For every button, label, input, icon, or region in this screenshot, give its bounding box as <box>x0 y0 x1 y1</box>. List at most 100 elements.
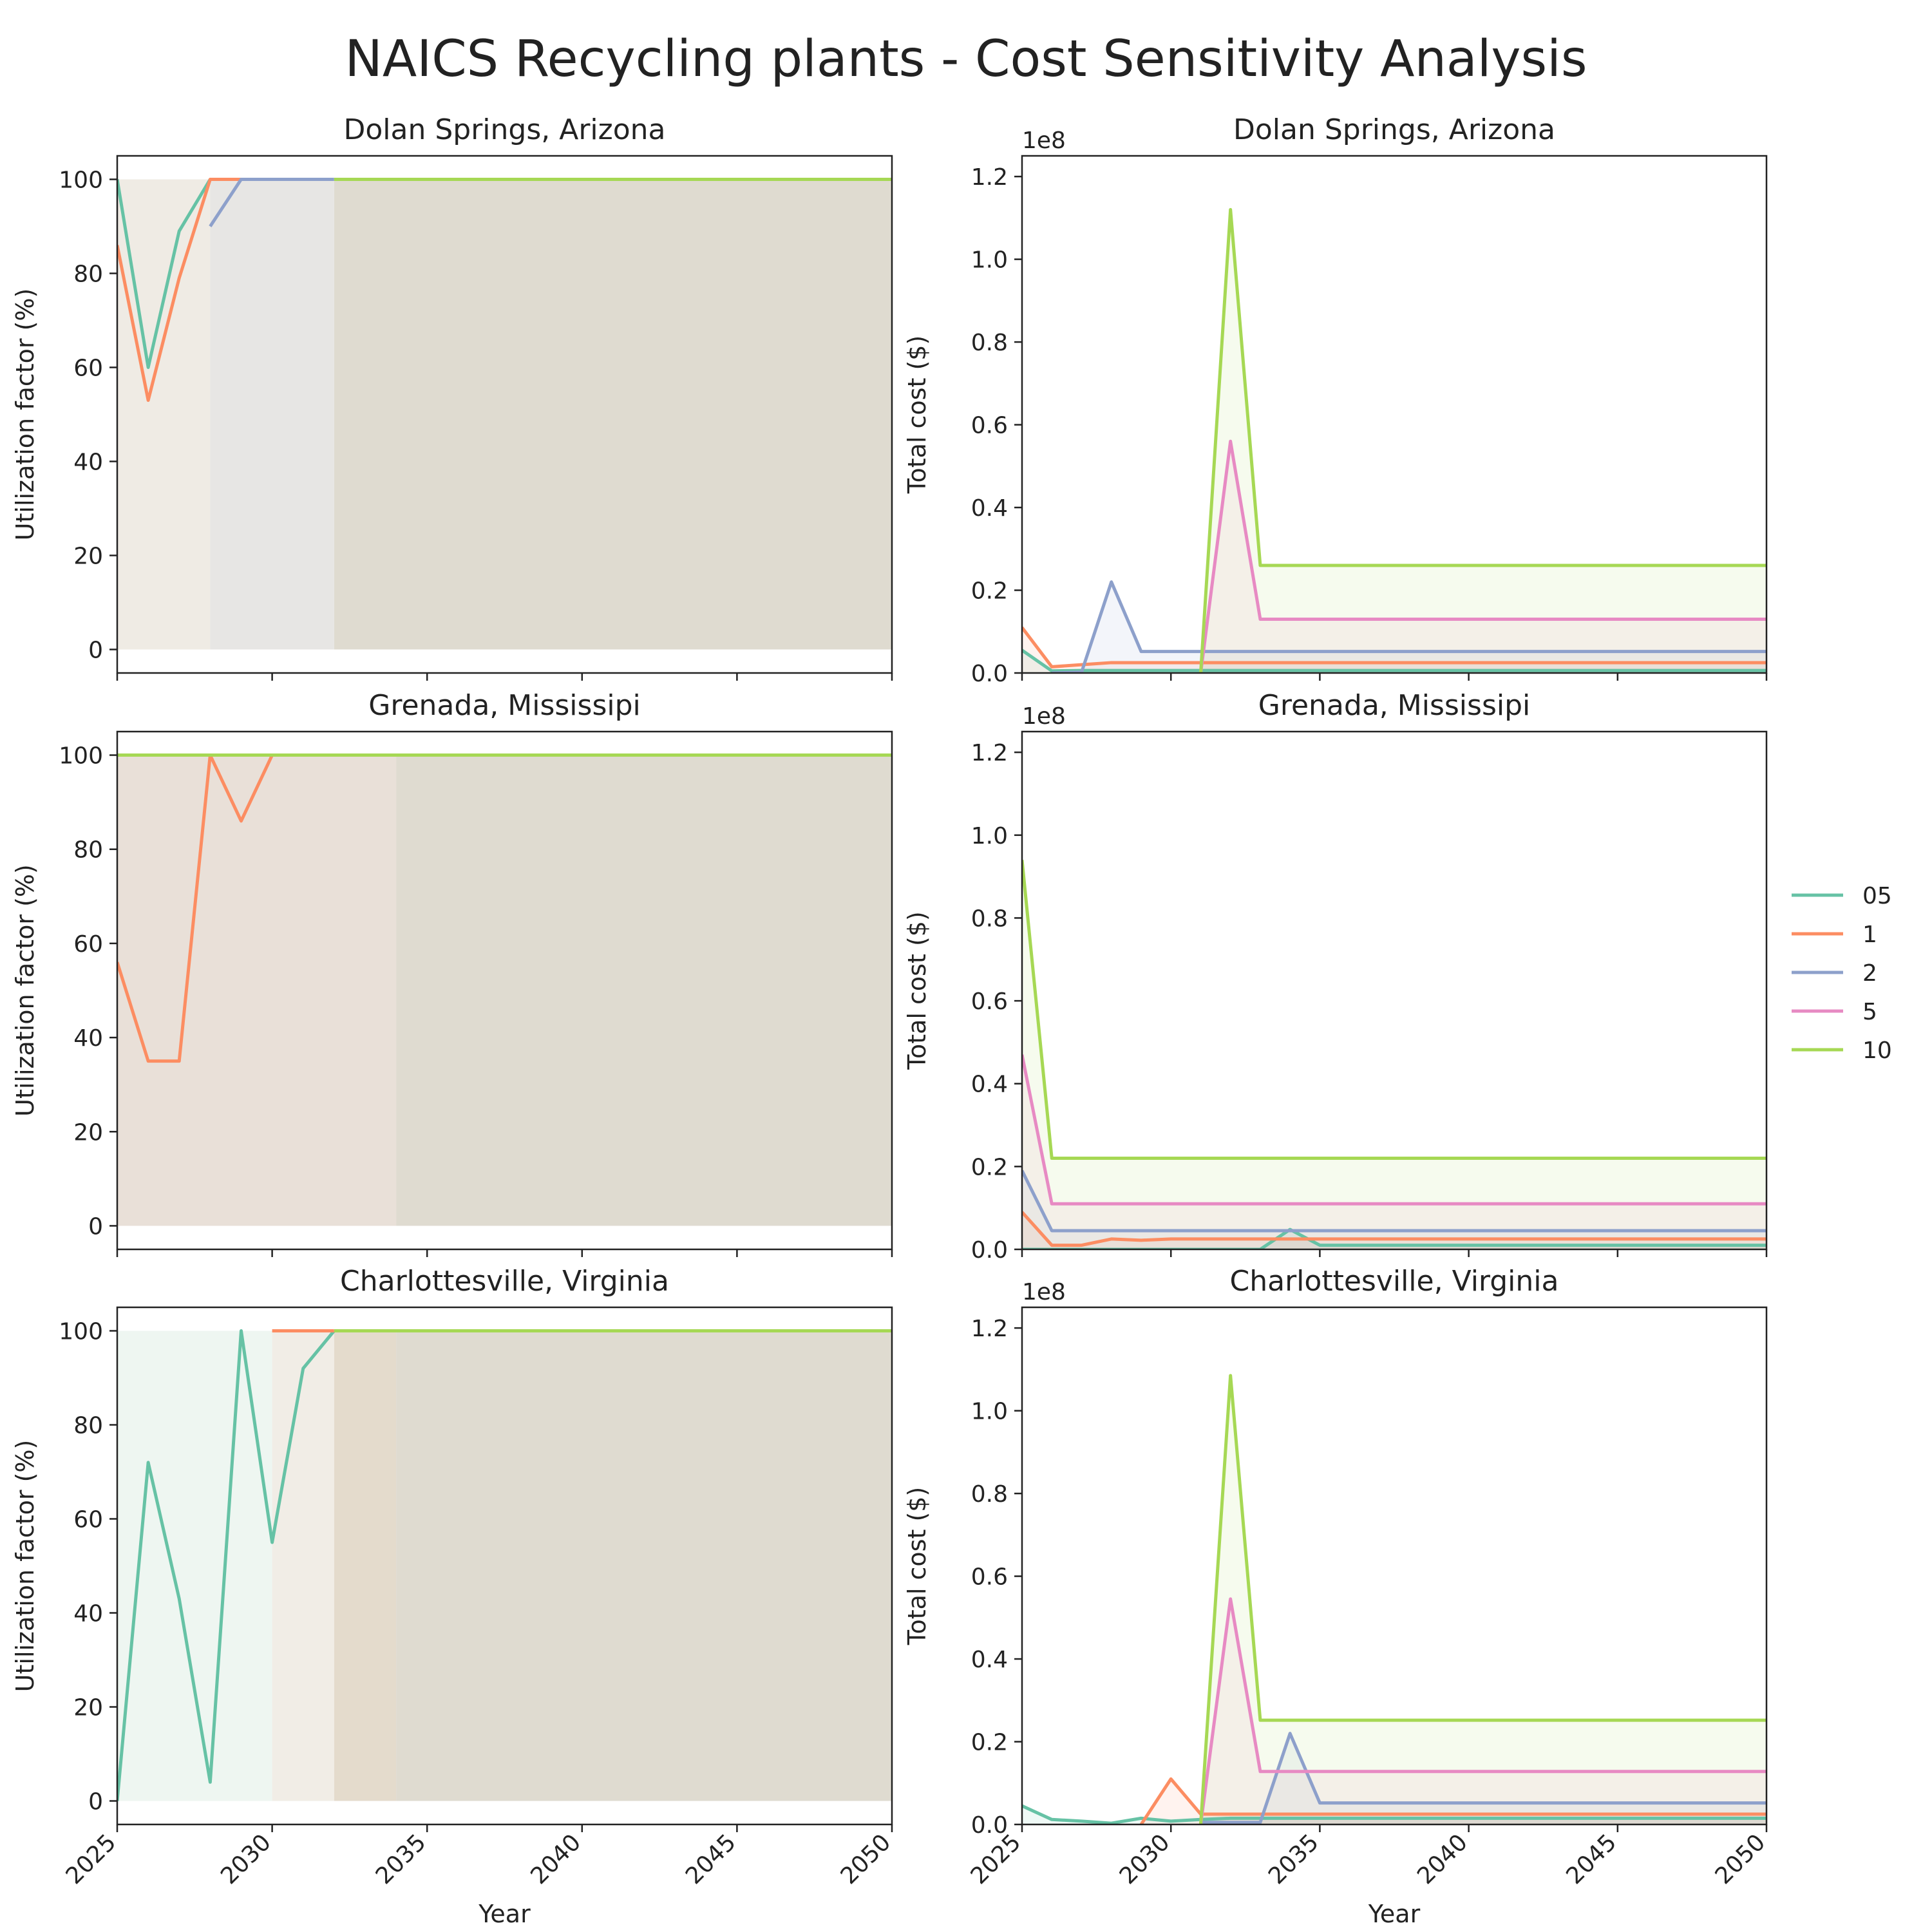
legend-label: 05 <box>1862 883 1892 909</box>
series-line-5 <box>1198 439 1766 673</box>
plot-area <box>1022 732 1766 1249</box>
y-tick-label: 80 <box>73 837 103 864</box>
axes-frame <box>1021 1306 1768 1826</box>
series-line-2 <box>1052 580 1766 673</box>
y-tick-label: 100 <box>59 1319 103 1345</box>
y-tick-label: 0.6 <box>971 989 1008 1015</box>
shaded-region-1 <box>117 179 211 650</box>
series-line-10 <box>1022 860 1766 1160</box>
legend-item-1: 1 <box>1792 922 1877 948</box>
y-tick-label: 0.4 <box>971 1072 1008 1098</box>
legend-label: 10 <box>1862 1037 1892 1064</box>
y-tick-label: 60 <box>73 931 103 958</box>
y-tick-label: 0 <box>88 1213 103 1240</box>
subplot-title: Charlottesville, Virginia <box>340 1265 669 1298</box>
y-tick-label: 0.0 <box>971 661 1008 687</box>
y-tick-label: 0.4 <box>971 1647 1008 1673</box>
axes-frame <box>1021 730 1768 1251</box>
plot-content <box>1022 1374 1766 1824</box>
series-area-10 <box>1200 209 1766 673</box>
y-tick-label: 0.8 <box>971 905 1008 932</box>
subplot-title: Grenada, Mississipi <box>1258 689 1531 722</box>
series-area-10 <box>1022 860 1766 1249</box>
y-tick-label: 0.2 <box>971 1730 1008 1756</box>
plot-content <box>117 753 892 1226</box>
y-tick-label: 0.2 <box>971 578 1008 605</box>
series-line-05 <box>117 1329 336 1801</box>
y-axis-label: Total cost ($) <box>903 336 931 495</box>
y-tick-label: 40 <box>73 1025 103 1052</box>
axes-frame <box>1021 155 1768 674</box>
y-tick-label: 0 <box>88 638 103 664</box>
y-axis-label: Total cost ($) <box>903 911 931 1070</box>
series-line-1 <box>1139 1777 1766 1824</box>
series-line-1 <box>117 178 242 402</box>
legend-label: 5 <box>1862 999 1877 1025</box>
legend-item-2: 2 <box>1792 960 1877 987</box>
series-line-2 <box>209 178 334 227</box>
axes-frame <box>116 730 893 1251</box>
series-line-10 <box>1198 208 1766 673</box>
y-tick-label: 0.6 <box>971 1564 1008 1591</box>
series-line-2 <box>1022 1170 1766 1233</box>
shaded-region-2 <box>210 179 334 650</box>
subplot-title: Dolan Springs, Arizona <box>343 113 665 146</box>
y-tick-label: 100 <box>59 167 103 194</box>
subplot-title: Charlottesville, Virginia <box>1230 1265 1559 1298</box>
axes-frame <box>116 1306 893 1826</box>
y-tick-label: 40 <box>73 1601 103 1627</box>
series-area-10 <box>1200 1375 1766 1824</box>
x-axis-label: Year <box>478 1900 531 1928</box>
series-line-2 <box>1200 1732 1766 1824</box>
legend-item-10: 10 <box>1792 1037 1892 1064</box>
series-line-10 <box>1198 1374 1766 1824</box>
axes-frame <box>116 155 893 674</box>
y-tick-label: 60 <box>73 1507 103 1533</box>
y-tick-label: 1.2 <box>971 164 1008 191</box>
series-line-5 <box>1198 1597 1766 1824</box>
y-axis-label: Total cost ($) <box>903 1487 931 1646</box>
plot-content <box>117 178 892 650</box>
subplot-5: 2025 2030 2035 2040 2045 2050020406080100Char… <box>11 1265 896 1928</box>
y-tick-label: 100 <box>59 743 103 770</box>
y-axis-label: Utilization factor (%) <box>11 1440 39 1692</box>
legend-label: 1 <box>1862 922 1877 948</box>
y-tick-label: 20 <box>73 1695 103 1721</box>
x-axis-label: Year <box>1368 1900 1421 1928</box>
shaded-region-2 <box>272 1331 334 1801</box>
y-tick-label: 0.6 <box>971 413 1008 439</box>
y-tick-label: 0 <box>88 1789 103 1815</box>
series-line-05 <box>117 178 212 369</box>
y-tick-label: 40 <box>73 450 103 476</box>
subplot-1: 0 20 40 60 80 100 Dolan Springs, Arizona Utiliz… <box>11 113 893 681</box>
subplot-2: 0.0 0.2 0.4 0.6 0.8 1.0 1.2 Dolan Springs, Ariz… <box>903 113 1768 687</box>
y-tick-label: 1.2 <box>971 740 1008 766</box>
subplot-3: 0 20 40 60 80 100 Grenada, Mississipi Utilizati… <box>11 689 893 1257</box>
y-tick-label: 20 <box>73 1119 103 1146</box>
y-tick-label: 0.0 <box>971 1812 1008 1839</box>
y-tick-label: 80 <box>73 1413 103 1439</box>
offset-label: 1e8 <box>1022 128 1066 154</box>
y-tick-label: 1.0 <box>971 1399 1008 1425</box>
subplot-4: 0.0 0.2 0.4 0.6 0.8 1.0 1.2 Grenada, Mississipi… <box>903 689 1768 1264</box>
panels-group: 0 20 40 60 80 100 Dolan Springs, Arizona Utiliz… <box>11 113 1770 1928</box>
y-tick-label: 0.0 <box>971 1237 1008 1264</box>
y-tick-label: 1.0 <box>971 823 1008 849</box>
y-tick-label: 0.4 <box>971 495 1008 522</box>
plot-area <box>1022 1307 1766 1824</box>
y-tick-label: 20 <box>73 544 103 570</box>
y-tick-label: 0.8 <box>971 330 1008 356</box>
figure-title: NAICS Recycling plants - Cost Sensitivit… <box>345 30 1587 88</box>
shaded-region-2 <box>396 755 892 1226</box>
series-line-5 <box>1022 1054 1766 1206</box>
y-axis-label: Utilization factor (%) <box>11 289 39 541</box>
subplot-title: Dolan Springs, Arizona <box>1233 113 1555 146</box>
plot-content <box>117 1329 892 1801</box>
y-tick-label: 1.0 <box>971 247 1008 274</box>
legend: 05 1 2 5 10 <box>1792 883 1892 1064</box>
series-line-1 <box>1022 1211 1766 1247</box>
offset-label: 1e8 <box>1022 1279 1066 1305</box>
legend-item-05: 05 <box>1792 883 1892 909</box>
legend-label: 2 <box>1862 960 1877 987</box>
